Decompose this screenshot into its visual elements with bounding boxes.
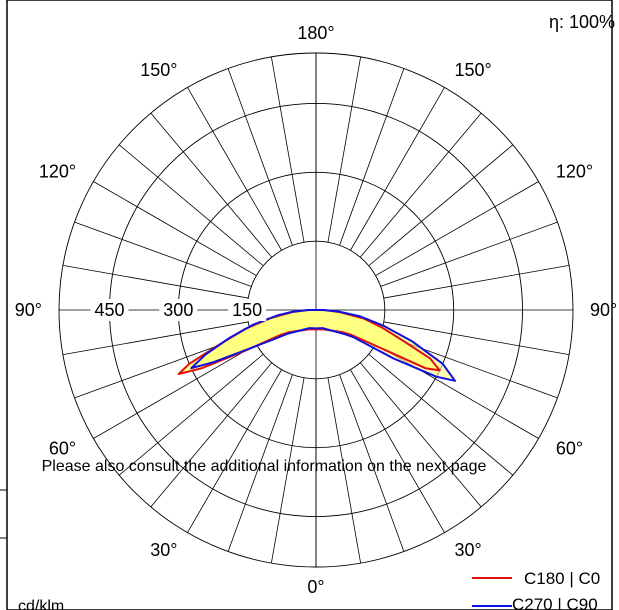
angle-tick-label: 180° bbox=[297, 23, 334, 43]
note-text: Please also consult the additional infor… bbox=[42, 458, 487, 475]
legend-label-c180: C180 | C0 bbox=[524, 569, 600, 588]
efficiency-label: η: 100% bbox=[549, 12, 615, 32]
radial-tick-label: 450 bbox=[94, 300, 124, 320]
angle-tick-label: 30° bbox=[150, 540, 177, 560]
angle-tick-label: 120° bbox=[39, 162, 76, 182]
angle-tick-label: 150° bbox=[455, 60, 492, 80]
angle-tick-label: 0° bbox=[307, 577, 324, 597]
radial-tick-label: 150 bbox=[232, 300, 262, 320]
angle-tick-label: 150° bbox=[140, 60, 177, 80]
radial-tick-label: 300 bbox=[163, 300, 193, 320]
unit-label: cd/klm bbox=[18, 598, 64, 610]
angle-tick-label: 90° bbox=[15, 300, 42, 320]
angle-tick-label: 90° bbox=[590, 300, 617, 320]
legend-label-c270: C270 | C90 bbox=[512, 595, 598, 610]
angle-tick-label: 60° bbox=[49, 439, 76, 459]
angle-tick-label: 60° bbox=[556, 439, 583, 459]
angle-tick-label: 120° bbox=[556, 162, 593, 182]
radial-tick-labels: 150 300 450 bbox=[90, 299, 266, 321]
angle-tick-label: 30° bbox=[455, 540, 482, 560]
